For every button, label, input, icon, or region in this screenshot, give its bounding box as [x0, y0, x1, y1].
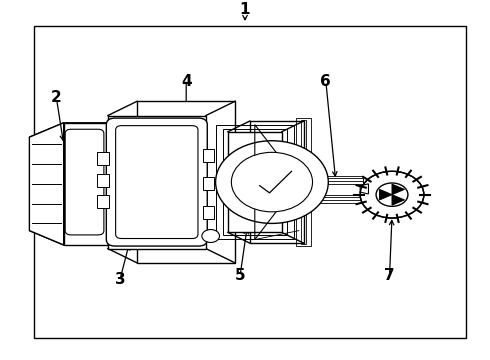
Bar — [97, 174, 109, 187]
Bar — [203, 206, 214, 219]
FancyBboxPatch shape — [116, 126, 198, 239]
Text: 1: 1 — [240, 2, 250, 17]
Polygon shape — [29, 123, 108, 137]
Bar — [97, 152, 109, 165]
Polygon shape — [64, 123, 108, 245]
Polygon shape — [29, 231, 108, 245]
Circle shape — [360, 171, 424, 218]
Text: 6: 6 — [320, 74, 331, 89]
Bar — [223, 129, 287, 235]
Bar — [309, 184, 363, 195]
Circle shape — [376, 183, 408, 206]
Polygon shape — [137, 101, 235, 263]
Bar — [228, 132, 282, 233]
Polygon shape — [392, 195, 404, 205]
Text: 5: 5 — [235, 268, 245, 283]
Polygon shape — [250, 121, 304, 243]
FancyBboxPatch shape — [106, 118, 207, 246]
Text: 7: 7 — [384, 268, 395, 283]
Polygon shape — [360, 184, 368, 194]
Bar — [309, 181, 363, 197]
Text: 2: 2 — [51, 90, 62, 105]
Bar — [296, 118, 311, 246]
FancyBboxPatch shape — [65, 129, 104, 235]
Bar — [309, 176, 363, 203]
Circle shape — [216, 141, 328, 224]
Bar — [309, 179, 363, 200]
Polygon shape — [380, 189, 392, 200]
Bar — [108, 116, 206, 248]
Polygon shape — [392, 184, 404, 195]
Circle shape — [202, 230, 220, 243]
Bar — [97, 195, 109, 208]
Polygon shape — [29, 123, 64, 245]
Bar — [216, 126, 294, 239]
Text: 3: 3 — [115, 272, 125, 287]
Bar — [203, 177, 214, 190]
Bar — [203, 149, 214, 162]
Text: 4: 4 — [181, 74, 192, 89]
Bar — [301, 120, 306, 244]
Bar — [34, 26, 465, 338]
Circle shape — [231, 152, 313, 212]
